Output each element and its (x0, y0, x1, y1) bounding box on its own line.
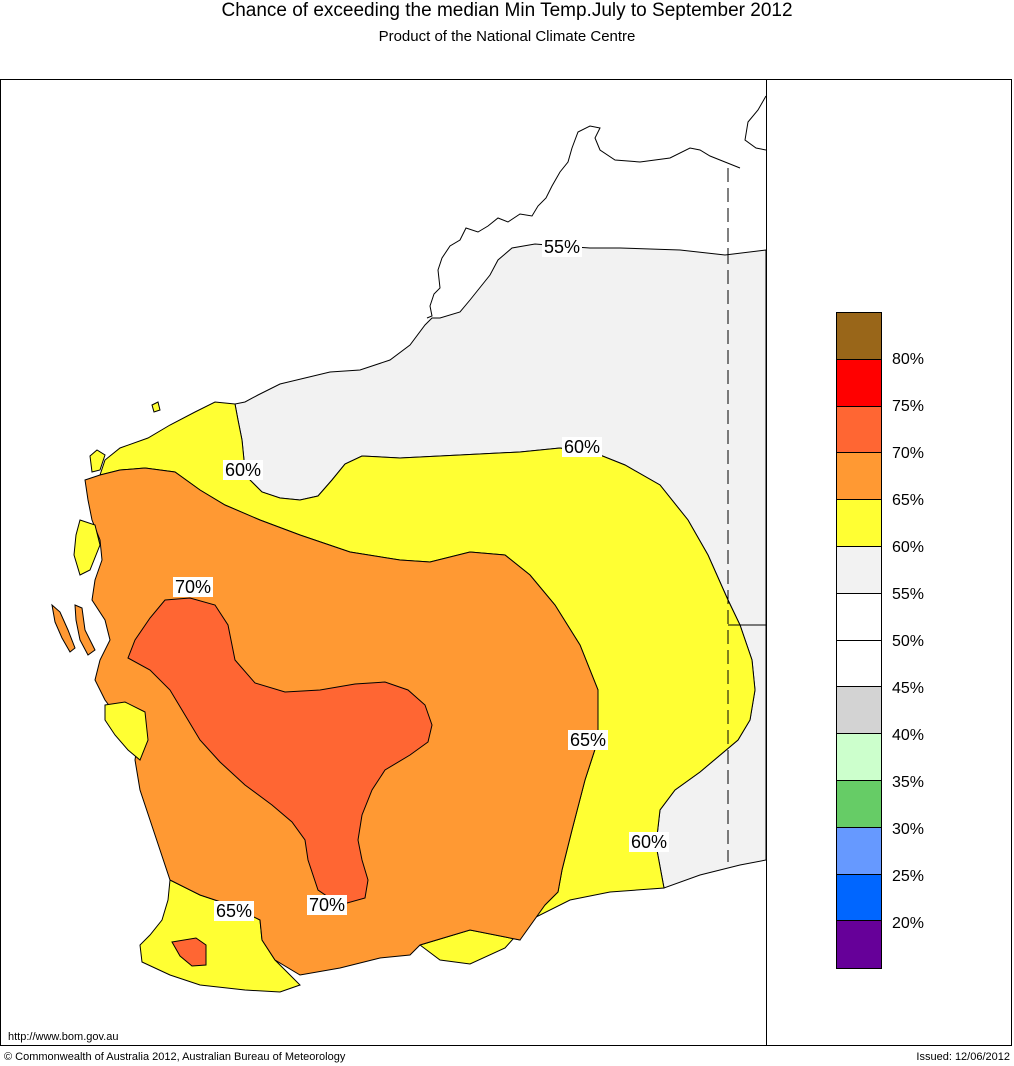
contour-label-55: 55% (542, 237, 583, 257)
shark-bay-island (51, 603, 76, 653)
legend-panel (766, 79, 1012, 1046)
legend-swatch (837, 780, 881, 828)
legend-swatch (837, 593, 881, 641)
issued-date: Issued: 12/06/2012 (916, 1051, 1010, 1063)
legend-label: 25% (892, 868, 925, 885)
legend-swatch (837, 359, 881, 407)
peninsula (74, 604, 96, 656)
region-70-75-southwest (171, 937, 207, 967)
legend-swatch (837, 500, 881, 547)
legend-label: 45% (892, 680, 925, 697)
legend-label: 65% (892, 492, 925, 509)
legend-color-bar (836, 312, 882, 970)
contour-label-60-west: 60% (223, 460, 264, 480)
contour-label-70-north: 70% (173, 577, 214, 597)
contour-label-60-southeast: 60% (629, 832, 670, 852)
contour-label-70-south: 70% (307, 895, 348, 915)
legend-swatch (837, 546, 881, 594)
legend-label: 70% (892, 445, 925, 462)
legend-swatch (837, 734, 881, 781)
legend-label: 80% (892, 351, 925, 368)
map-frame (0, 79, 1012, 1046)
legend-label: 50% (892, 633, 925, 650)
region-60-65-coast-pocket (104, 701, 149, 761)
legend-swatch (837, 687, 881, 735)
region-60-65-west-pocket (73, 519, 101, 576)
legend-swatch (837, 406, 881, 454)
legend-label: 35% (892, 774, 925, 791)
legend-swatch (837, 827, 881, 875)
contour-label-65-southwest: 65% (214, 901, 255, 921)
legend-label: 30% (892, 821, 925, 838)
legend-swatch (837, 453, 881, 501)
contour-label-65-east: 65% (568, 730, 609, 750)
map-title: Chance of exceeding the median Min Temp.… (221, 0, 793, 21)
legend-label: 40% (892, 727, 925, 744)
legend-swatch (837, 640, 881, 688)
legend-label: 75% (892, 398, 925, 415)
legend-swatch (837, 313, 881, 360)
map-area (51, 95, 766, 993)
coast-island (151, 401, 161, 413)
legend-swatch (837, 874, 881, 922)
source-url[interactable]: http://www.bom.gov.au (8, 1031, 119, 1043)
legend-label: 55% (892, 586, 925, 603)
map-subtitle: Product of the National Climate Centre (378, 28, 636, 45)
north-coastline (426, 95, 766, 319)
legend-label: 60% (892, 539, 925, 556)
contour-label-60-north: 60% (562, 437, 603, 457)
legend-swatch (837, 921, 881, 969)
coast-peninsula (89, 449, 106, 473)
region-70-75 (127, 597, 433, 906)
copyright-notice: © Commonwealth of Australia 2012, Austra… (4, 1051, 346, 1063)
legend-label: 20% (892, 915, 925, 932)
